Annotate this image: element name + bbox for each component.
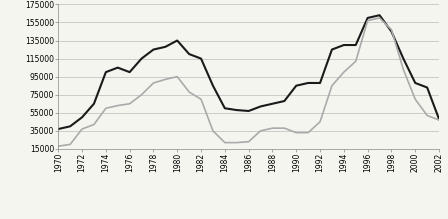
Totales bbox=[341, 44, 347, 46]
Totales bbox=[210, 84, 215, 87]
Totales bbox=[198, 57, 204, 60]
Privados bbox=[329, 84, 335, 87]
Privados bbox=[436, 119, 442, 121]
Privados bbox=[151, 82, 156, 84]
Totales bbox=[377, 14, 382, 17]
Totales bbox=[401, 57, 406, 60]
Privados bbox=[234, 141, 239, 144]
Totales bbox=[91, 102, 97, 105]
Privados bbox=[115, 104, 121, 107]
Privados bbox=[389, 28, 394, 31]
Totales bbox=[56, 128, 61, 130]
Line: Privados: Privados bbox=[58, 18, 439, 146]
Privados bbox=[401, 68, 406, 71]
Totales bbox=[329, 48, 335, 51]
Privados bbox=[317, 120, 323, 123]
Privados bbox=[186, 91, 192, 93]
Totales bbox=[68, 125, 73, 128]
Totales bbox=[79, 116, 85, 119]
Totales bbox=[293, 84, 299, 87]
Privados bbox=[163, 78, 168, 81]
Privados bbox=[341, 71, 347, 73]
Totales bbox=[424, 86, 430, 89]
Totales bbox=[270, 102, 275, 105]
Totales bbox=[115, 66, 121, 69]
Privados bbox=[127, 102, 132, 105]
Totales bbox=[186, 53, 192, 55]
Totales bbox=[389, 30, 394, 33]
Privados bbox=[270, 127, 275, 129]
Totales bbox=[163, 46, 168, 48]
Totales bbox=[436, 118, 442, 120]
Privados bbox=[258, 129, 263, 132]
Totales bbox=[151, 48, 156, 51]
Totales bbox=[353, 44, 358, 46]
Line: Totales: Totales bbox=[58, 15, 439, 129]
Privados bbox=[365, 19, 370, 22]
Privados bbox=[413, 98, 418, 101]
Privados bbox=[139, 93, 144, 96]
Totales bbox=[175, 39, 180, 42]
Privados bbox=[282, 127, 287, 129]
Totales bbox=[282, 100, 287, 102]
Totales bbox=[234, 109, 239, 111]
Privados bbox=[103, 107, 108, 110]
Privados bbox=[79, 128, 85, 130]
Totales bbox=[222, 107, 228, 110]
Privados bbox=[377, 17, 382, 19]
Privados bbox=[91, 123, 97, 126]
Privados bbox=[210, 129, 215, 132]
Totales bbox=[413, 82, 418, 84]
Privados bbox=[198, 98, 204, 101]
Privados bbox=[175, 75, 180, 78]
Totales bbox=[306, 82, 311, 84]
Privados bbox=[222, 141, 228, 144]
Totales bbox=[258, 105, 263, 108]
Privados bbox=[424, 114, 430, 117]
Privados bbox=[293, 131, 299, 134]
Totales bbox=[246, 110, 251, 112]
Totales bbox=[317, 82, 323, 84]
Privados bbox=[68, 143, 73, 146]
Privados bbox=[246, 140, 251, 143]
Privados bbox=[56, 145, 61, 148]
Totales bbox=[127, 71, 132, 73]
Privados bbox=[353, 60, 358, 63]
Totales bbox=[365, 17, 370, 19]
Totales bbox=[139, 57, 144, 60]
Privados bbox=[306, 131, 311, 134]
Totales bbox=[103, 71, 108, 73]
